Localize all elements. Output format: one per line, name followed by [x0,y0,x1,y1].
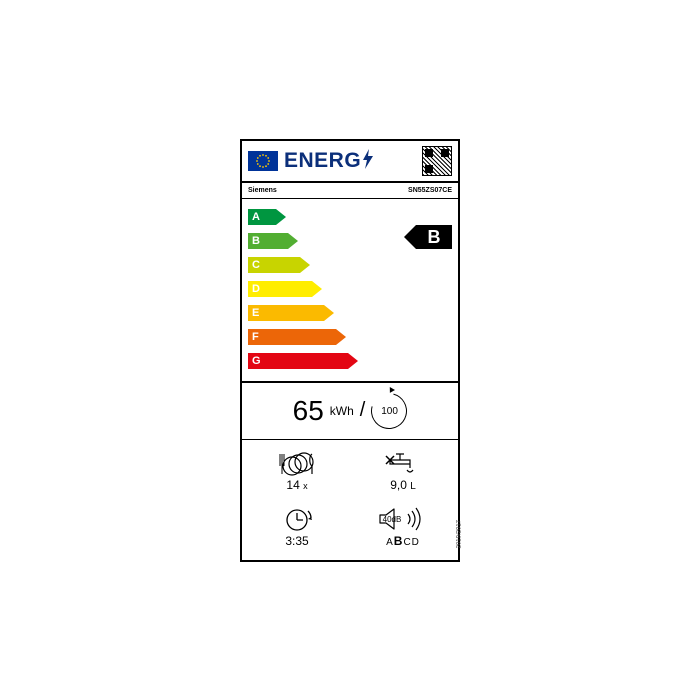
water-value: 9,0 L [390,478,416,492]
cycle-icon: 100 [365,386,414,435]
rated-class-badge: B [404,225,452,249]
noise-icon: 40dB [378,506,428,532]
qr-code-icon [422,146,452,176]
place-settings-value: 14 x [286,478,307,492]
eu-flag-icon [248,151,278,171]
scale-row-c: C [248,255,452,275]
energy-label: ENERG Siemens SN55ZS07CE A B C D E F G [240,139,460,562]
energy-title: ENERG [284,149,416,173]
rated-class-letter: B [416,225,452,249]
efficiency-scale: A B C D E F G B [242,199,458,383]
scale-row-f: F [248,327,452,347]
tap-icon [382,450,424,476]
duration-cell: 3:35 [279,506,315,548]
cycle-count: 100 [381,405,398,416]
scale-row-a: A [248,207,452,227]
place-settings-cell: 14 x [276,450,318,492]
bolt-icon [361,149,375,169]
duration-value: 3:35 [285,534,308,548]
scale-row-g: G [248,351,452,371]
consumption-value: 65 [293,395,324,427]
scale-row-d: D [248,279,452,299]
noise-classes: ABCD [386,534,420,548]
noise-cell: 40dB ABCD [378,506,428,548]
clock-icon [279,506,315,532]
water-cell: 9,0 L [382,450,424,492]
model: SN55ZS07CE [408,187,452,194]
supplier-row: Siemens SN55ZS07CE [242,183,458,199]
regulation-number: 2019/2017 [456,520,462,548]
scale-row-e: E [248,303,452,323]
consumption-unit: kWh [330,404,354,418]
specs-grid: 14 x 9,0 L [242,440,458,560]
consumption-row: 65 kWh / 100 [242,383,458,440]
header: ENERG [242,141,458,183]
brand: Siemens [248,187,277,194]
plates-icon [276,450,318,476]
svg-text:40dB: 40dB [383,515,402,524]
